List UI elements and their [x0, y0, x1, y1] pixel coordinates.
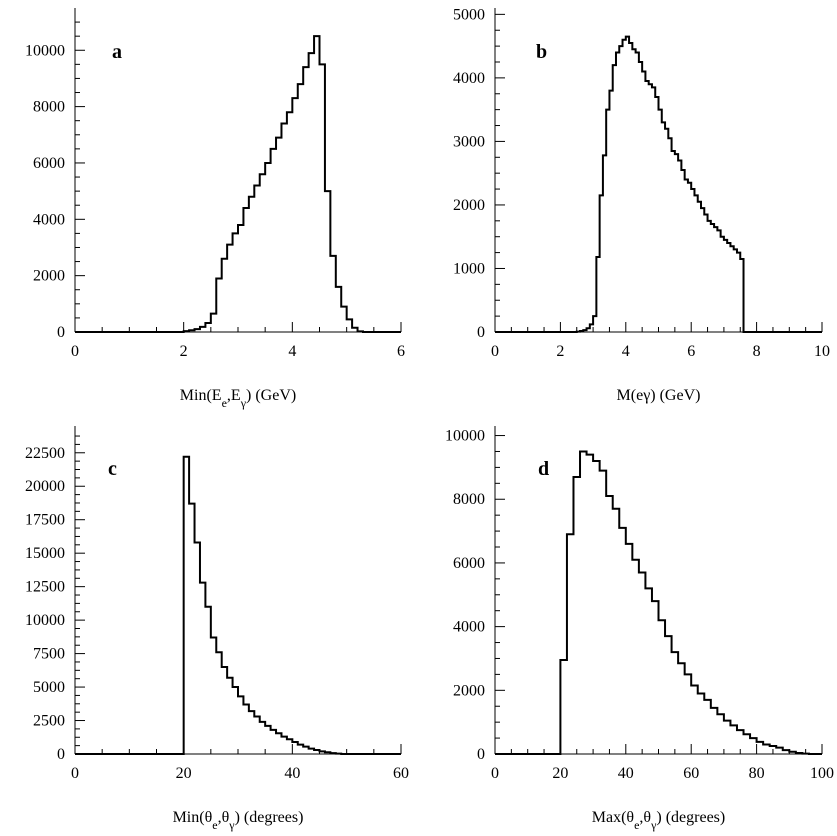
- y-tick-label: 2000: [33, 268, 65, 285]
- panel-a: 0 2 4 6 0 2000 4000 6000 8000 10000 a Min(Ee,Eγ) (G…: [25, 8, 405, 410]
- x-tick-label: 60: [393, 765, 409, 782]
- x-tick-label: 6: [687, 343, 695, 360]
- x-tick-label: 0: [71, 765, 79, 782]
- y-tick-label: 4000: [33, 211, 65, 228]
- x-tick-label: 60: [683, 765, 699, 782]
- x-axis-title: Max(θe,θγ) (degrees): [592, 809, 725, 832]
- y-tick-label: 0: [57, 324, 65, 341]
- y-tick-label: 5000: [453, 6, 485, 23]
- y-tick-label: 4000: [453, 70, 485, 87]
- y-tick-label: 6000: [33, 155, 65, 172]
- y-tick-label: 10000: [25, 42, 65, 59]
- y-tick-label: 17500: [25, 512, 65, 529]
- y-tick-label: 2000: [453, 197, 485, 214]
- histogram-series: [495, 35, 822, 333]
- x-tick-label: 0: [491, 343, 499, 360]
- x-tick-label: 80: [749, 765, 765, 782]
- y-tick-label: 7500: [33, 646, 65, 663]
- y-tick-label: 10000: [445, 428, 485, 445]
- y-tick-label: 8000: [453, 491, 485, 508]
- x-tick-label: 4: [288, 343, 296, 360]
- y-tick-label: 2500: [33, 713, 65, 730]
- y-tick-label: 4000: [453, 619, 485, 636]
- x-tick-label: 20: [552, 765, 568, 782]
- panel-letter: d: [538, 458, 549, 480]
- y-tick-label: 0: [477, 324, 485, 341]
- panel-b: 0 2 4 6 8 10 0 1000 2000 3000 4000 5000 b M(eγ) (GeV): [453, 6, 830, 404]
- panel-c: 0 20 40 60 0 2500 5000 7500 10000 12500 15000 17500…: [25, 426, 409, 832]
- x-tick-label: 10: [814, 343, 830, 360]
- y-tick-label: 1000: [453, 260, 485, 277]
- y-tick-label: 3000: [453, 133, 485, 150]
- y-tick-label: 6000: [453, 555, 485, 572]
- y-tick-label: 12500: [25, 579, 65, 596]
- x-tick-label: 0: [71, 343, 79, 360]
- y-tick-label: 22500: [25, 445, 65, 462]
- x-axis-title: Min(Ee,Eγ) (GeV): [180, 387, 296, 410]
- histogram-series: [75, 35, 401, 333]
- panel-letter: a: [112, 41, 122, 63]
- x-tick-label: 100: [810, 765, 834, 782]
- x-tick-label: 20: [176, 765, 192, 782]
- y-tick-label: 15000: [25, 545, 65, 562]
- x-axis-title: M(eγ) (GeV): [617, 387, 701, 404]
- y-tick-label: 2000: [453, 682, 485, 699]
- y-tick-label: 8000: [33, 99, 65, 116]
- y-tick-label: 20000: [25, 478, 65, 495]
- x-tick-label: 2: [180, 343, 188, 360]
- x-tick-label: 40: [618, 765, 634, 782]
- x-axis-title: Min(θe,θγ) (degrees): [173, 809, 304, 832]
- x-tick-label: 8: [753, 343, 761, 360]
- y-tick-label: 0: [477, 746, 485, 763]
- x-tick-label: 4: [622, 343, 630, 360]
- x-tick-label: 6: [397, 343, 405, 360]
- x-tick-label: 2: [556, 343, 564, 360]
- x-tick-label: 0: [491, 765, 499, 782]
- panel-letter: b: [536, 41, 547, 63]
- panel-letter: c: [108, 458, 117, 480]
- histogram-series: [495, 450, 822, 755]
- panel-d: 0 20 40 60 80 100 0 2000 4000 6000 8000 10000 d Max(θ…: [445, 426, 834, 832]
- x-tick-label: 40: [284, 765, 300, 782]
- y-tick-label: 10000: [25, 612, 65, 629]
- histogram-series: [75, 455, 401, 755]
- y-tick-label: 0: [57, 746, 65, 763]
- y-tick-label: 5000: [33, 679, 65, 696]
